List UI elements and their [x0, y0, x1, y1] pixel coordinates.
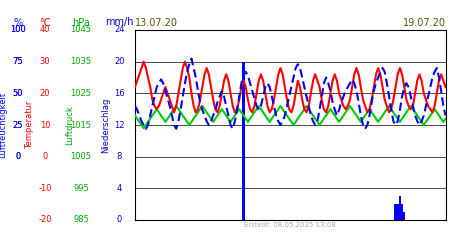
- Text: 25: 25: [13, 120, 23, 130]
- Text: 8: 8: [117, 152, 122, 161]
- Bar: [396, 204, 399, 220]
- Text: Luftdruck: Luftdruck: [65, 105, 74, 145]
- Text: Temperatur: Temperatur: [25, 101, 34, 149]
- Text: Erstellt: 08.05.2025 13:08: Erstellt: 08.05.2025 13:08: [244, 222, 336, 228]
- Text: hPa: hPa: [72, 18, 90, 28]
- Text: 16: 16: [114, 89, 125, 98]
- Text: 0: 0: [117, 216, 122, 224]
- Text: 1045: 1045: [71, 26, 91, 35]
- Text: 1005: 1005: [71, 152, 91, 161]
- Text: 1015: 1015: [71, 120, 91, 130]
- Text: 30: 30: [40, 57, 50, 66]
- Text: 0: 0: [42, 152, 48, 161]
- Text: 13.07.20: 13.07.20: [135, 18, 178, 28]
- Text: 0: 0: [15, 152, 21, 161]
- Text: 4: 4: [117, 184, 122, 193]
- Text: 12: 12: [114, 120, 125, 130]
- Text: 1025: 1025: [71, 89, 91, 98]
- Bar: [243, 62, 245, 220]
- Bar: [403, 212, 405, 220]
- Bar: [401, 204, 403, 220]
- Text: 19.07.20: 19.07.20: [402, 18, 446, 28]
- Text: 75: 75: [13, 57, 23, 66]
- Text: 100: 100: [10, 26, 26, 35]
- Text: %: %: [14, 18, 22, 28]
- Text: 100: 100: [10, 26, 26, 35]
- Text: 995: 995: [73, 184, 89, 193]
- Text: 0: 0: [15, 152, 21, 161]
- Text: -20: -20: [38, 216, 52, 224]
- Text: -10: -10: [38, 184, 52, 193]
- Text: 20: 20: [114, 57, 125, 66]
- Text: °C: °C: [39, 18, 51, 28]
- Text: 20: 20: [40, 89, 50, 98]
- Bar: [399, 196, 401, 220]
- Text: mm/h: mm/h: [105, 18, 134, 28]
- Text: 10: 10: [40, 120, 50, 130]
- Text: 24: 24: [114, 26, 125, 35]
- Text: 985: 985: [73, 216, 89, 224]
- Text: 75: 75: [13, 57, 23, 66]
- Text: 50: 50: [13, 89, 23, 98]
- Text: 50: 50: [13, 89, 23, 98]
- Bar: [395, 204, 396, 220]
- Text: 25: 25: [13, 120, 23, 130]
- Text: Luftfeuchtigkeit: Luftfeuchtigkeit: [0, 92, 7, 158]
- Text: Niederschlag: Niederschlag: [101, 97, 110, 153]
- Text: 1035: 1035: [71, 57, 91, 66]
- Text: 40: 40: [40, 26, 50, 35]
